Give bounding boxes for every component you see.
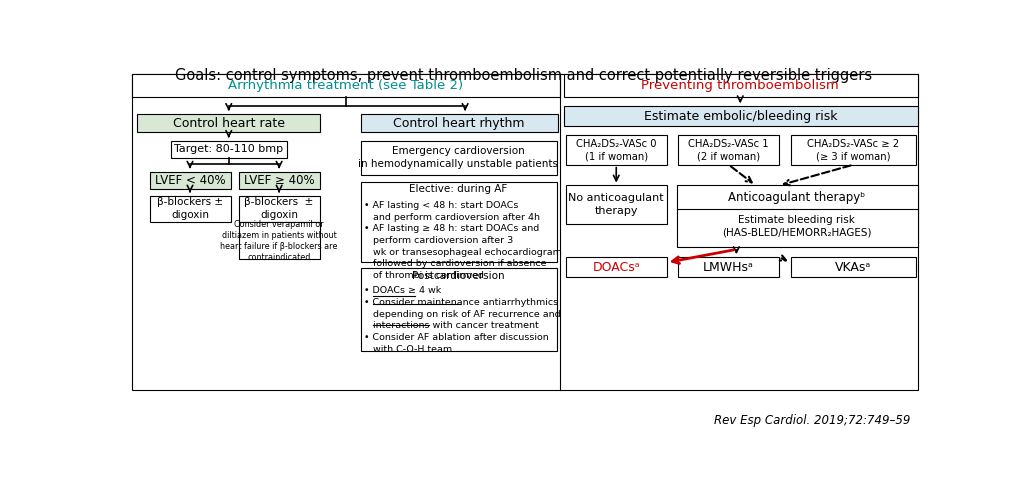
Bar bbox=[132, 74, 560, 97]
Text: CHA₂DS₂-VASc 0
(1 if woman): CHA₂DS₂-VASc 0 (1 if woman) bbox=[575, 139, 656, 161]
Bar bbox=[563, 106, 918, 126]
Text: Elective: during AF: Elective: during AF bbox=[409, 185, 507, 194]
Text: Emergency cardioversion
in hemodynamically unstable patients: Emergency cardioversion in hemodynamical… bbox=[358, 147, 558, 169]
Text: • DOACs ≥ 4 wk
• Consider maintenance antiarrhythmics
   depending on risk of AF: • DOACs ≥ 4 wk • Consider maintenance an… bbox=[365, 286, 561, 354]
Text: CHA₂DS₂-VASc ≥ 2
(≥ 3 if woman): CHA₂DS₂-VASc ≥ 2 (≥ 3 if woman) bbox=[807, 139, 899, 161]
Bar bbox=[239, 195, 321, 223]
Bar bbox=[791, 257, 916, 277]
Bar bbox=[566, 135, 667, 165]
Text: LVEF < 40%: LVEF < 40% bbox=[155, 173, 225, 187]
Text: No anticoagulant
therapy: No anticoagulant therapy bbox=[568, 193, 664, 216]
FancyArrowPatch shape bbox=[673, 250, 733, 263]
Bar bbox=[360, 182, 557, 262]
Text: Postcardioversion: Postcardioversion bbox=[412, 271, 505, 281]
Bar bbox=[563, 74, 918, 97]
Bar bbox=[566, 257, 667, 277]
Text: Control heart rate: Control heart rate bbox=[173, 116, 285, 130]
Bar bbox=[678, 257, 779, 277]
Bar bbox=[791, 135, 916, 165]
Text: Anticoagulant therapyᵇ: Anticoagulant therapyᵇ bbox=[728, 190, 865, 204]
Text: Estimate embolic/bleeding risk: Estimate embolic/bleeding risk bbox=[643, 110, 837, 123]
Text: DOACsᵃ: DOACsᵃ bbox=[593, 261, 640, 274]
Text: Rev Esp Cardiol. 2019;72:749–59: Rev Esp Cardiol. 2019;72:749–59 bbox=[715, 414, 910, 427]
Text: VKAsᵃ: VKAsᵃ bbox=[836, 261, 871, 274]
Bar bbox=[360, 114, 558, 132]
Text: Consider verapamil or
diltiazem in patients without
heart failure if β-blockers : Consider verapamil or diltiazem in patie… bbox=[220, 220, 338, 262]
Bar bbox=[677, 186, 918, 247]
Bar bbox=[678, 135, 779, 165]
Bar bbox=[566, 186, 667, 224]
Bar bbox=[239, 223, 321, 260]
Bar bbox=[360, 141, 557, 175]
Text: LVEF ≥ 40%: LVEF ≥ 40% bbox=[244, 173, 314, 187]
Text: LMWHsᵃ: LMWHsᵃ bbox=[703, 261, 754, 274]
Text: Estimate bleeding risk
(HAS-BLED/HEMORR₂HAGES): Estimate bleeding risk (HAS-BLED/HEMORR₂… bbox=[722, 215, 871, 238]
Bar bbox=[360, 268, 557, 351]
Text: Control heart rhythm: Control heart rhythm bbox=[393, 116, 524, 130]
Bar bbox=[137, 114, 321, 132]
Text: Target: 80-110 bmp: Target: 80-110 bmp bbox=[174, 144, 284, 154]
Text: Goals: control symptoms, prevent thromboembolism and correct potentially reversi: Goals: control symptoms, prevent thrombo… bbox=[175, 69, 871, 83]
Text: • AF lasting < 48 h: start DOACs
   and perform cardioversion after 4h
• AF last: • AF lasting < 48 h: start DOACs and per… bbox=[365, 201, 562, 280]
Text: Arrhythmia treatment (see Table 2): Arrhythmia treatment (see Table 2) bbox=[228, 79, 463, 92]
Bar bbox=[132, 74, 918, 390]
Bar bbox=[171, 141, 287, 158]
Bar bbox=[239, 171, 321, 188]
Bar bbox=[150, 195, 231, 223]
Text: Preventing thromboembolism: Preventing thromboembolism bbox=[641, 79, 839, 92]
Bar bbox=[150, 171, 231, 188]
Text: β-blockers ±
digoxin: β-blockers ± digoxin bbox=[157, 197, 223, 220]
Text: CHA₂DS₂-VASc 1
(2 if woman): CHA₂DS₂-VASc 1 (2 if woman) bbox=[688, 139, 769, 161]
Text: β-blockers  ±
digoxin: β-blockers ± digoxin bbox=[245, 197, 313, 220]
